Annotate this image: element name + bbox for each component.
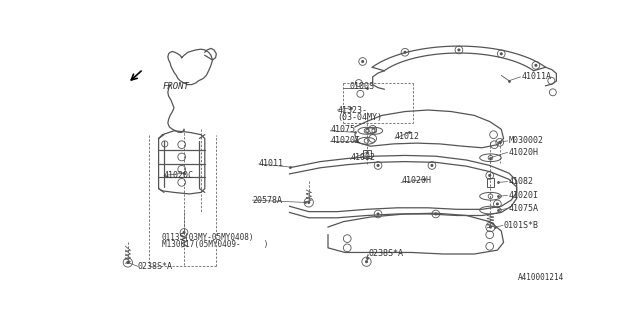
Text: 0100S: 0100S	[349, 83, 374, 92]
Text: 41075A: 41075A	[508, 204, 538, 213]
Circle shape	[403, 51, 406, 54]
Text: 41020I: 41020I	[330, 136, 360, 145]
Circle shape	[496, 203, 499, 205]
Circle shape	[435, 212, 437, 215]
Bar	[486, 178, 494, 187]
Circle shape	[376, 164, 380, 167]
Text: M130017(05MY0409-     ): M130017(05MY0409- )	[162, 240, 268, 249]
Circle shape	[431, 164, 433, 167]
Text: 0238S*A: 0238S*A	[369, 250, 404, 259]
Circle shape	[498, 141, 501, 144]
Bar	[364, 150, 371, 158]
Text: (03-04MY): (03-04MY)	[337, 113, 382, 122]
Circle shape	[365, 260, 368, 263]
Text: FRONT: FRONT	[163, 82, 189, 91]
Circle shape	[488, 174, 492, 177]
Text: 41020C: 41020C	[164, 171, 194, 180]
Text: 41323-: 41323-	[337, 106, 367, 115]
Circle shape	[307, 201, 310, 204]
Circle shape	[500, 52, 503, 55]
Text: 41011A: 41011A	[522, 72, 552, 81]
Text: 0238S*A: 0238S*A	[138, 262, 173, 271]
Text: 41020H: 41020H	[508, 148, 538, 157]
Text: 0101S*B: 0101S*B	[504, 221, 539, 230]
Circle shape	[376, 212, 380, 215]
Text: 20578A: 20578A	[253, 196, 282, 204]
Text: 41011: 41011	[259, 159, 284, 168]
Circle shape	[458, 48, 460, 52]
Text: 41020I: 41020I	[508, 191, 538, 200]
Circle shape	[126, 261, 129, 264]
Circle shape	[489, 226, 492, 228]
Text: 41082: 41082	[508, 177, 533, 186]
Text: 41020H: 41020H	[401, 176, 431, 185]
Text: 41075: 41075	[330, 125, 355, 134]
Circle shape	[361, 60, 364, 63]
Text: M030002: M030002	[508, 136, 543, 145]
Text: 0113S(03MY-05MY0408): 0113S(03MY-05MY0408)	[162, 233, 254, 242]
Text: 41012: 41012	[395, 132, 420, 141]
Circle shape	[534, 64, 538, 67]
Text: 41092: 41092	[350, 153, 375, 162]
Circle shape	[182, 231, 186, 234]
Text: A410001214: A410001214	[518, 273, 564, 282]
